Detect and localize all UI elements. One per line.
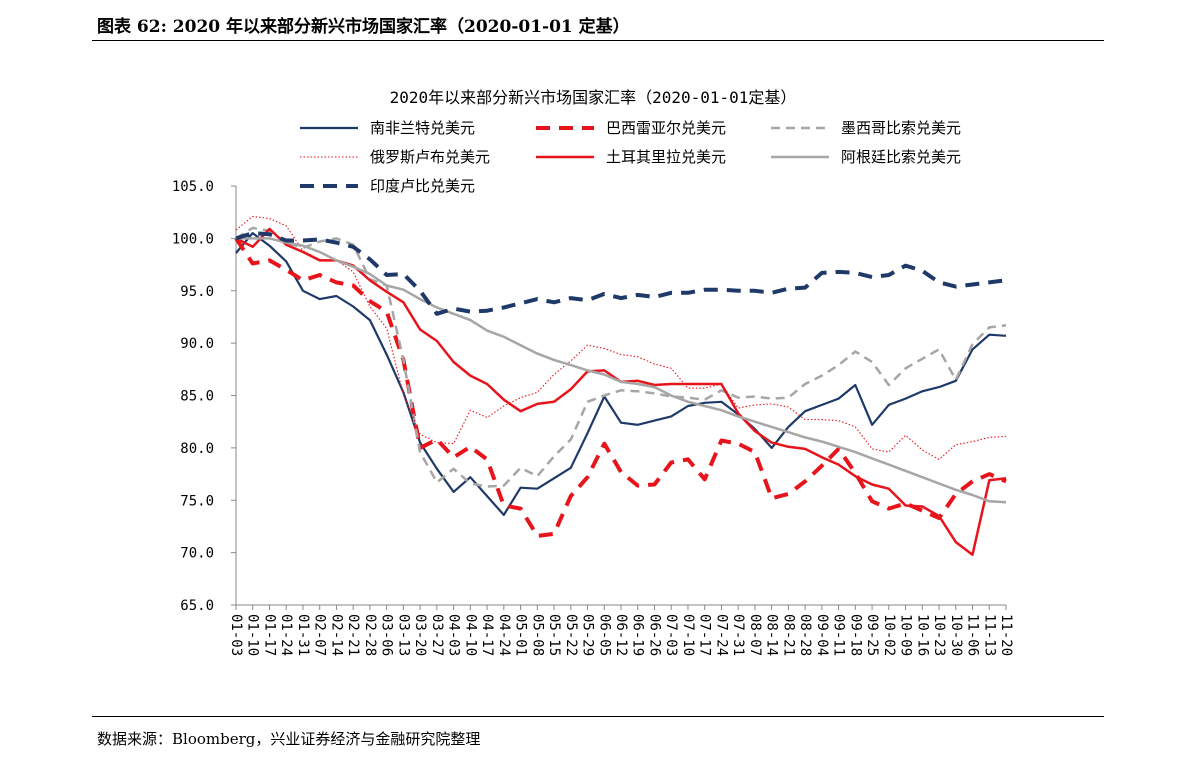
y-tick-label: 75.0 xyxy=(180,493,214,509)
figure-label: 图表 62: xyxy=(97,17,167,37)
legend-label-3: 墨西哥比索兑美元 xyxy=(841,119,961,137)
y-tick-label: 95.0 xyxy=(180,284,214,300)
figure-header: 图表 62: 2020 年以来部分新兴市场国家汇率（2020-01-01 定基） xyxy=(97,12,630,37)
x-tick-label: 05-08 xyxy=(529,614,545,656)
x-tick-label: 11-06 xyxy=(965,614,981,656)
x-tick-label: 10-09 xyxy=(898,614,914,656)
x-tick-label: 06-26 xyxy=(646,614,662,656)
x-tick-label: 02-28 xyxy=(362,614,378,656)
x-tick-label: 09-18 xyxy=(847,614,863,656)
footer-rule xyxy=(92,716,1104,717)
y-axis: 105.0 100.0 95.0 90.0 85.0 80.0 75.0 70.0 65.0 xyxy=(172,179,237,614)
legend-label-7: 印度卢比兑美元 xyxy=(370,177,475,195)
legend-label-6: 阿根廷比索兑美元 xyxy=(841,148,961,166)
x-tick-label: 05-29 xyxy=(580,614,596,656)
x-tick-label: 07-31 xyxy=(730,614,746,656)
y-tick-label: 105.0 xyxy=(172,179,214,195)
x-tick-label: 05-01 xyxy=(513,614,529,656)
x-tick-label: 04-10 xyxy=(462,614,478,656)
x-tick-label: 08-14 xyxy=(764,614,780,656)
x-tick-label: 08-28 xyxy=(797,614,813,656)
x-tick-label: 03-20 xyxy=(412,614,428,656)
x-axis: 01-03 01-10 01-17 01-24 01-31 02-07 02-14 02-21… xyxy=(228,604,1014,656)
x-tick-label: 10-30 xyxy=(948,614,964,656)
x-tick-label: 02-14 xyxy=(328,614,344,656)
x-tick-label: 10-23 xyxy=(931,614,947,656)
y-tick-label: 70.0 xyxy=(180,546,214,562)
source-note: 数据来源：Bloomberg，兴业证券经济与金融研究院整理 xyxy=(97,730,481,748)
x-tick-label: 06-19 xyxy=(630,614,646,656)
x-tick-label: 01-17 xyxy=(261,614,277,656)
legend-label-1: 南非兰特兑美元 xyxy=(370,119,475,137)
plot-area xyxy=(234,215,1007,556)
x-tick-label: 07-24 xyxy=(713,614,729,656)
x-tick-label: 06-05 xyxy=(596,614,612,656)
figure-title: 2020 年以来部分新兴市场国家汇率（2020-01-01 定基） xyxy=(172,17,630,37)
x-tick-label: 08-21 xyxy=(780,614,796,656)
x-tick-label: 09-25 xyxy=(864,614,880,656)
header-rule xyxy=(92,40,1104,41)
x-tick-label: 10-16 xyxy=(914,614,930,656)
series-line-7 xyxy=(235,231,1007,316)
legend-label-4: 俄罗斯卢布兑美元 xyxy=(370,148,490,166)
y-tick-label: 85.0 xyxy=(180,389,214,405)
x-tick-label: 03-27 xyxy=(429,614,445,656)
x-tick-label: 03-13 xyxy=(395,614,411,656)
chart-title: 2020年以来部分新兴市场国家汇率（2020-01-01定基） xyxy=(390,88,797,107)
x-tick-label: 03-06 xyxy=(379,614,395,656)
x-tick-label: 02-07 xyxy=(312,614,328,656)
x-tick-label: 07-17 xyxy=(697,614,713,656)
y-tick-label: 90.0 xyxy=(180,336,214,352)
x-tick-label: 07-03 xyxy=(663,614,679,656)
series-line-2 xyxy=(234,237,1007,538)
x-tick-label: 09-11 xyxy=(831,614,847,656)
x-tick-label: 10-02 xyxy=(881,614,897,656)
x-tick-label: 05-15 xyxy=(546,614,562,656)
series-line-3 xyxy=(235,226,1007,488)
x-tick-label: 05-22 xyxy=(563,614,579,656)
series-line-5 xyxy=(235,227,1007,556)
x-tick-label: 06-12 xyxy=(613,614,629,656)
x-tick-label: 04-17 xyxy=(479,614,495,656)
series-line-4 xyxy=(235,215,1007,460)
legend-label-2: 巴西雷亚尔兑美元 xyxy=(606,119,726,137)
y-tick-label: 80.0 xyxy=(180,441,214,457)
x-tick-label: 01-31 xyxy=(295,614,311,656)
series-line-6 xyxy=(236,237,1007,504)
y-tick-label: 100.0 xyxy=(172,231,214,247)
x-tick-label: 07-10 xyxy=(680,614,696,656)
x-tick-label: 11-20 xyxy=(998,614,1014,656)
x-tick-label: 01-10 xyxy=(245,614,261,656)
x-tick-label: 02-21 xyxy=(345,614,361,656)
series-line-1 xyxy=(235,232,1007,517)
x-tick-label: 01-24 xyxy=(278,614,294,656)
x-tick-label: 11-13 xyxy=(981,614,997,656)
legend-label-5: 土耳其里拉兑美元 xyxy=(606,148,726,166)
x-tick-label: 09-04 xyxy=(814,614,830,656)
x-tick-label: 04-03 xyxy=(446,614,462,656)
y-tick-label: 65.0 xyxy=(180,598,214,614)
x-tick-label: 08-07 xyxy=(747,614,763,656)
x-tick-label: 01-03 xyxy=(228,614,244,656)
x-tick-label: 04-24 xyxy=(496,614,512,656)
